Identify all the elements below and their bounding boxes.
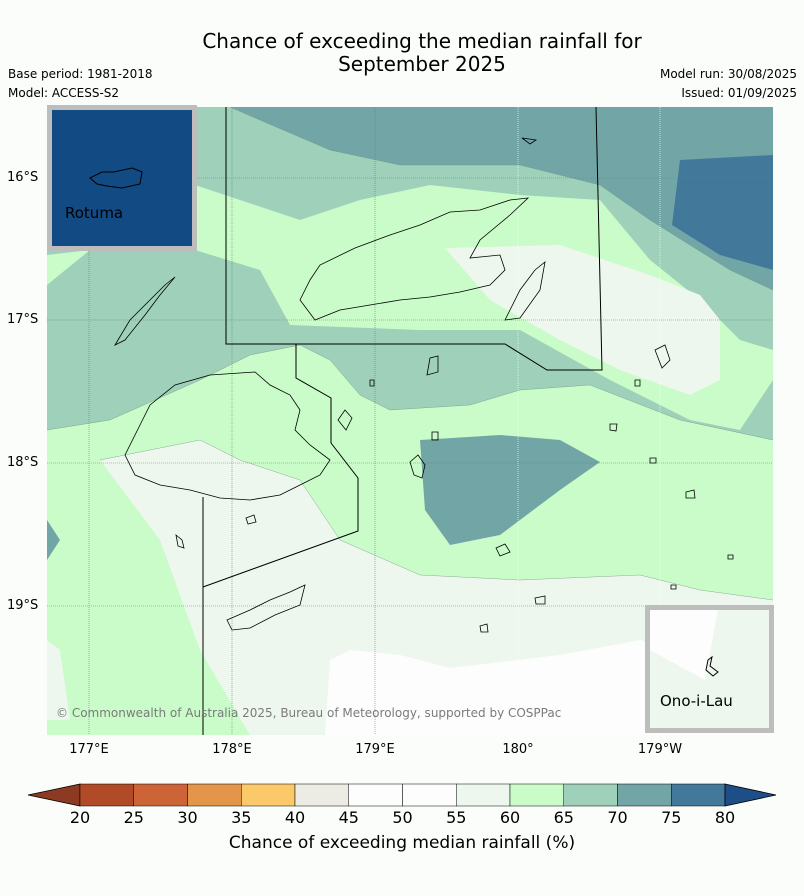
title-line-2: September 2025 <box>338 52 506 76</box>
colorbar-tick-label: 50 <box>392 808 413 827</box>
colorbar-segment <box>671 783 726 807</box>
colorbar-segment <box>294 783 349 807</box>
colorbar-tick-label: 65 <box>553 808 574 827</box>
lon-label-178e: 178°E <box>212 742 252 757</box>
colorbar-tick-label: 75 <box>661 808 682 827</box>
model-name: Model: ACCESS-S2 <box>8 86 120 100</box>
colorbar-segment <box>187 783 242 807</box>
colorbar-segment <box>617 783 672 807</box>
colorbar-segment <box>133 783 188 807</box>
inset-rotuma: Rotuma <box>47 105 197 251</box>
lon-label-180: 180° <box>502 742 534 757</box>
meta-right: Model run: 30/08/2025 Issued: 01/09/2025 <box>660 65 797 103</box>
lat-label-19s: 19°S <box>7 598 39 613</box>
band-70-75 <box>47 107 773 560</box>
colorbar-tick-label: 40 <box>284 808 306 827</box>
colorbar-tick-label: 35 <box>231 808 252 827</box>
colorbar-tick-label: 30 <box>177 808 198 827</box>
colorbar-extend-low <box>27 783 81 807</box>
title-line-1: Chance of exceeding the median rainfall … <box>202 29 642 53</box>
inset-ono-i-lau-label: Ono-i-Lau <box>660 692 733 710</box>
base-period: Base period: 1981-2018 <box>8 67 153 81</box>
colorbar-segment <box>563 783 618 807</box>
ovalau-island <box>337 409 353 431</box>
inset-ono-i-lau: Ono-i-Lau <box>645 605 774 733</box>
colorbar-segment <box>79 783 134 807</box>
colorbar-tick-label: 55 <box>446 808 467 827</box>
colorbar-segment <box>348 783 403 807</box>
meta-left: Base period: 1981-2018 Model: ACCESS-S2 <box>8 65 153 103</box>
lat-label-18s: 18°S <box>7 455 39 470</box>
rotuma-island-shape <box>89 167 143 189</box>
colorbar-segment <box>509 783 564 807</box>
issued-date: Issued: 01/09/2025 <box>681 86 797 100</box>
colorbar-segment <box>402 783 457 807</box>
colorbar-label: Chance of exceeding median rainfall (%) <box>228 833 576 853</box>
band-55-60 <box>47 245 773 735</box>
colorbar-segment <box>456 783 511 807</box>
taveuni-island <box>504 261 546 321</box>
colorbar-tick-label: 70 <box>607 808 628 827</box>
vanua-levu-island <box>299 197 530 321</box>
lon-label-179w: 179°W <box>637 742 683 757</box>
islands <box>113 137 734 633</box>
copyright-notice: © Commonwealth of Australia 2025, Bureau… <box>56 706 562 720</box>
colorbar-extend-high <box>724 783 777 807</box>
band-75-80 <box>672 155 773 270</box>
chart-title: Chance of exceeding the median rainfall … <box>0 30 804 76</box>
lat-label-16s: 16°S <box>7 170 39 185</box>
yasawa-islands <box>113 276 176 346</box>
model-run: Model run: 30/08/2025 <box>659 67 797 81</box>
lon-label-179e: 179°E <box>355 742 395 757</box>
region-boundaries <box>202 107 603 735</box>
inset-rotuma-label: Rotuma <box>65 204 124 222</box>
lat-label-17s: 17°S <box>7 312 39 327</box>
colorbar-tick-label: 80 <box>714 808 736 827</box>
viti-levu-island <box>124 371 331 501</box>
gau-island <box>409 454 426 479</box>
colorbar <box>27 783 777 807</box>
lon-label-177e: 177°E <box>69 742 109 757</box>
colorbar-segment <box>241 783 296 807</box>
kadavu-island <box>226 584 306 631</box>
colorbar-tick-label: 20 <box>69 808 91 827</box>
colorbar-tick-label: 60 <box>499 808 521 827</box>
colorbar-tick-label: 25 <box>123 808 144 827</box>
ono-i-lau-map <box>650 610 719 680</box>
colorbar-tick-label: 45 <box>338 808 359 827</box>
